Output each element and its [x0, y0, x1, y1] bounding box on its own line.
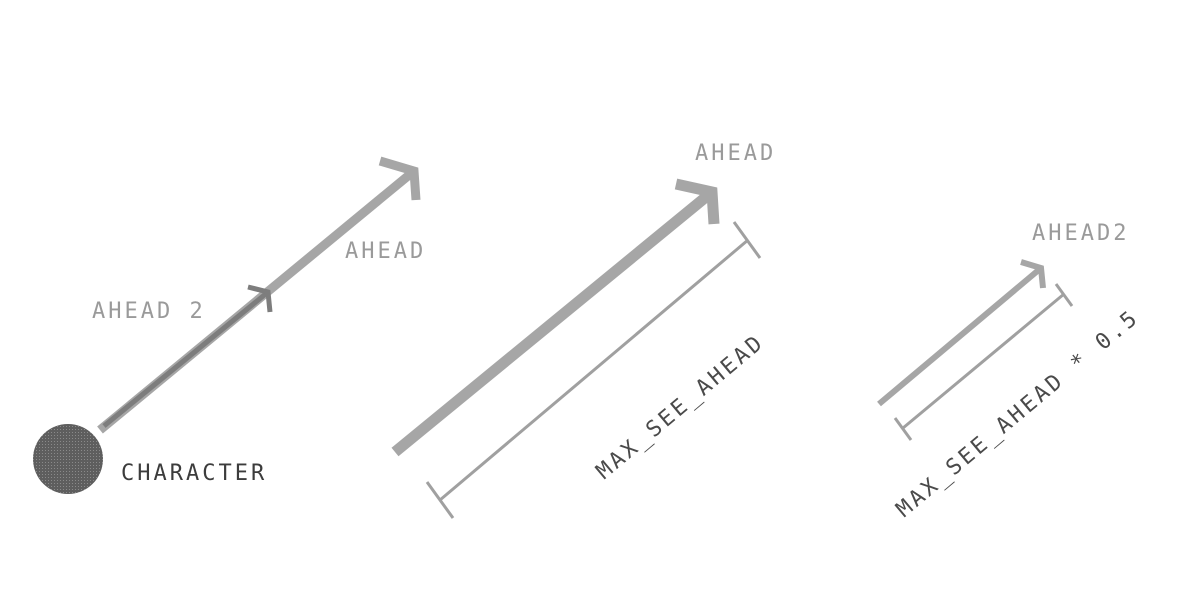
max-see-ahead-tick-end [732, 221, 762, 259]
ahead2-label-right: AHEAD2 [1032, 221, 1129, 246]
right-group: AHEAD2 MAX_SEE_AHEAD * 0.5 [877, 221, 1145, 523]
max-see-ahead-tick-start [425, 481, 455, 519]
ahead2-arrowhead [247, 284, 273, 313]
max-see-ahead-half-label: MAX_SEE_AHEAD * 0.5 [892, 305, 1145, 523]
half-see-ahead-dimension-line [902, 292, 1065, 430]
ahead-label-middle: AHEAD [695, 141, 776, 166]
ahead2-vector-line-right [877, 265, 1043, 407]
max-see-ahead-dimension-line [439, 238, 749, 502]
ahead2-vector-line [102, 290, 270, 428]
half-see-ahead-tick-end [1054, 283, 1074, 307]
ahead-arrowhead-middle [674, 178, 720, 225]
ahead-arrowhead [378, 156, 421, 201]
half-see-ahead-tick-start [893, 417, 913, 441]
ahead-vector-line-middle [391, 187, 716, 457]
ahead2-label-left: AHEAD 2 [92, 299, 206, 324]
left-group: CHARACTER AHEAD 2 AHEAD [33, 156, 426, 494]
middle-group: AHEAD MAX_SEE_AHEAD [391, 141, 776, 519]
ahead-label-left: AHEAD [345, 239, 426, 264]
ahead2-arrowhead-right [1020, 259, 1046, 289]
max-see-ahead-label: MAX_SEE_AHEAD [592, 330, 770, 485]
character-circle [33, 424, 103, 494]
character-label: CHARACTER [121, 461, 267, 486]
